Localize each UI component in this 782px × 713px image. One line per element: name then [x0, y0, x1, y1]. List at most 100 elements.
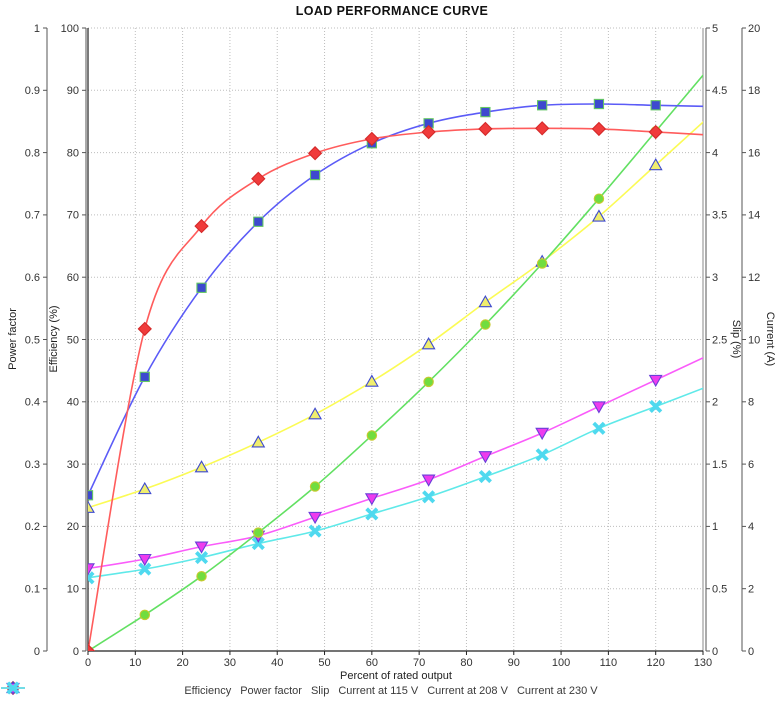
tick-label: 0.4 [25, 397, 40, 409]
tick-label: 130 [694, 657, 712, 669]
tick-label: 0.3 [25, 459, 40, 471]
legend-label: Efficiency [184, 685, 232, 697]
power-factor-axis: 0 0.1 0.2 0.3 0.4 0.5 0.6 0.7 0.8 0.9 1 [25, 23, 48, 658]
tick-label: 40 [271, 657, 283, 669]
tick-label: 90 [508, 657, 520, 669]
marker-diamond [534, 121, 550, 136]
marker-triangle-down [648, 374, 663, 388]
tick-label: 60 [366, 657, 378, 669]
marker-diamond [251, 171, 266, 186]
tick-label: 3.5 [712, 210, 727, 222]
y-axis-title-current: Current (A) [764, 312, 776, 366]
marker-diamond [421, 124, 436, 140]
series-layer [88, 74, 703, 651]
tick-label: 0.7 [25, 210, 40, 222]
tick-label: 1.5 [712, 459, 727, 471]
tick-label: 80 [67, 147, 79, 159]
tick-label: 3 [712, 272, 718, 284]
efficiency-axis: 0 10 20 30 40 50 60 70 80 90 100 [61, 23, 87, 658]
marker-triangle-down [308, 511, 323, 525]
marker-x-cross [251, 536, 265, 551]
legend-marker-x-cross [6, 681, 20, 695]
legend-item-current-at-115-v: Current at 115 V [1, 680, 419, 697]
current-axis: 0 2 4 6 8 10 12 14 16 18 20 [741, 23, 760, 658]
marker-square [139, 371, 150, 383]
legend-item-current-at-230-v: Current at 230 V [1, 681, 598, 697]
tick-label: 5 [712, 23, 718, 35]
tick-label: 4 [712, 147, 718, 159]
tick-label: 0.1 [25, 584, 40, 596]
series-slip [88, 74, 703, 651]
series-line-current-at-208-v [88, 357, 703, 570]
series-line-current-at-115-v [88, 121, 703, 509]
marker-square [650, 100, 661, 111]
marker-square [253, 216, 264, 227]
y-axis-title-slip: Slip (%) [730, 320, 742, 359]
marker-triangle-up [194, 460, 209, 473]
series-line-power-factor [88, 103, 703, 496]
marker-circle [309, 481, 321, 492]
series-current-at-230-v [88, 387, 703, 585]
x-axis: 0 10 20 30 40 50 60 70 80 90 100 110 120 130 [85, 651, 712, 669]
tick-label: 14 [748, 210, 760, 222]
tick-label: 30 [67, 459, 79, 471]
marker-diamond [194, 218, 209, 234]
tick-label: 100 [552, 657, 570, 669]
tick-label: 2.5 [712, 334, 727, 346]
tick-label: 120 [647, 657, 665, 669]
tick-label: 0.2 [25, 521, 40, 533]
tick-label: 10 [67, 584, 79, 596]
marker-x-cross [365, 507, 379, 521]
marker-diamond [307, 146, 323, 161]
gridlines [88, 27, 704, 651]
marker-circle [139, 609, 151, 621]
marker-triangle-up [251, 435, 266, 448]
marker-circle [253, 527, 264, 538]
tick-label: 0.6 [25, 272, 40, 284]
tick-label: 60 [67, 272, 79, 284]
series-current-at-208-v [88, 357, 703, 576]
tick-label: 0 [748, 646, 754, 658]
tick-label: 20 [67, 521, 79, 533]
marker-x-cross [592, 421, 606, 435]
marker-triangle-up [648, 157, 663, 171]
tick-label: 90 [67, 85, 79, 97]
marker-square [196, 282, 207, 293]
marker-diamond [137, 321, 152, 337]
marker-square [309, 169, 321, 181]
y-axis-title-efficiency: Efficiency (%) [48, 305, 60, 372]
tick-label: 12 [748, 272, 760, 284]
marker-triangle-up [478, 295, 493, 308]
tick-label: 6 [748, 459, 754, 471]
marker-triangle-down [591, 401, 606, 414]
legend-swatch-current-at-230-v [1, 681, 25, 695]
marker-triangle-up [88, 500, 95, 513]
legend-label: Slip [310, 685, 330, 697]
legend-label: Current at 115 V [338, 685, 419, 697]
chart-title: LOAD PERFORMANCE CURVE [296, 4, 489, 18]
series-current-at-115-v [88, 121, 703, 513]
marker-diamond [364, 131, 380, 147]
legend-item-efficiency: Efficiency [1, 680, 232, 697]
tick-label: 4.5 [712, 85, 727, 97]
tick-label: 30 [224, 657, 236, 669]
marker-triangle-down [535, 427, 550, 441]
marker-diamond [591, 121, 607, 137]
tick-label: 20 [748, 23, 760, 35]
marker-circle [366, 430, 378, 441]
tick-label: 0.9 [25, 85, 40, 97]
plot-border [87, 28, 704, 652]
series-line-current-at-230-v [88, 387, 703, 579]
marker-x-cross [535, 448, 549, 462]
marker-triangle-up [308, 407, 323, 420]
tick-label: 40 [67, 397, 79, 409]
chart-legend: Efficiency Power factor Slip Current at 115… [0, 680, 782, 702]
tick-label: 80 [460, 657, 472, 669]
series-power-factor [88, 98, 703, 501]
legend-label: Current at 208 V [427, 685, 508, 697]
tick-label: 100 [61, 23, 79, 35]
marker-diamond [648, 124, 663, 140]
marker-triangle-up [591, 209, 606, 222]
tick-label: 0 [73, 646, 79, 658]
series-efficiency [88, 121, 703, 651]
